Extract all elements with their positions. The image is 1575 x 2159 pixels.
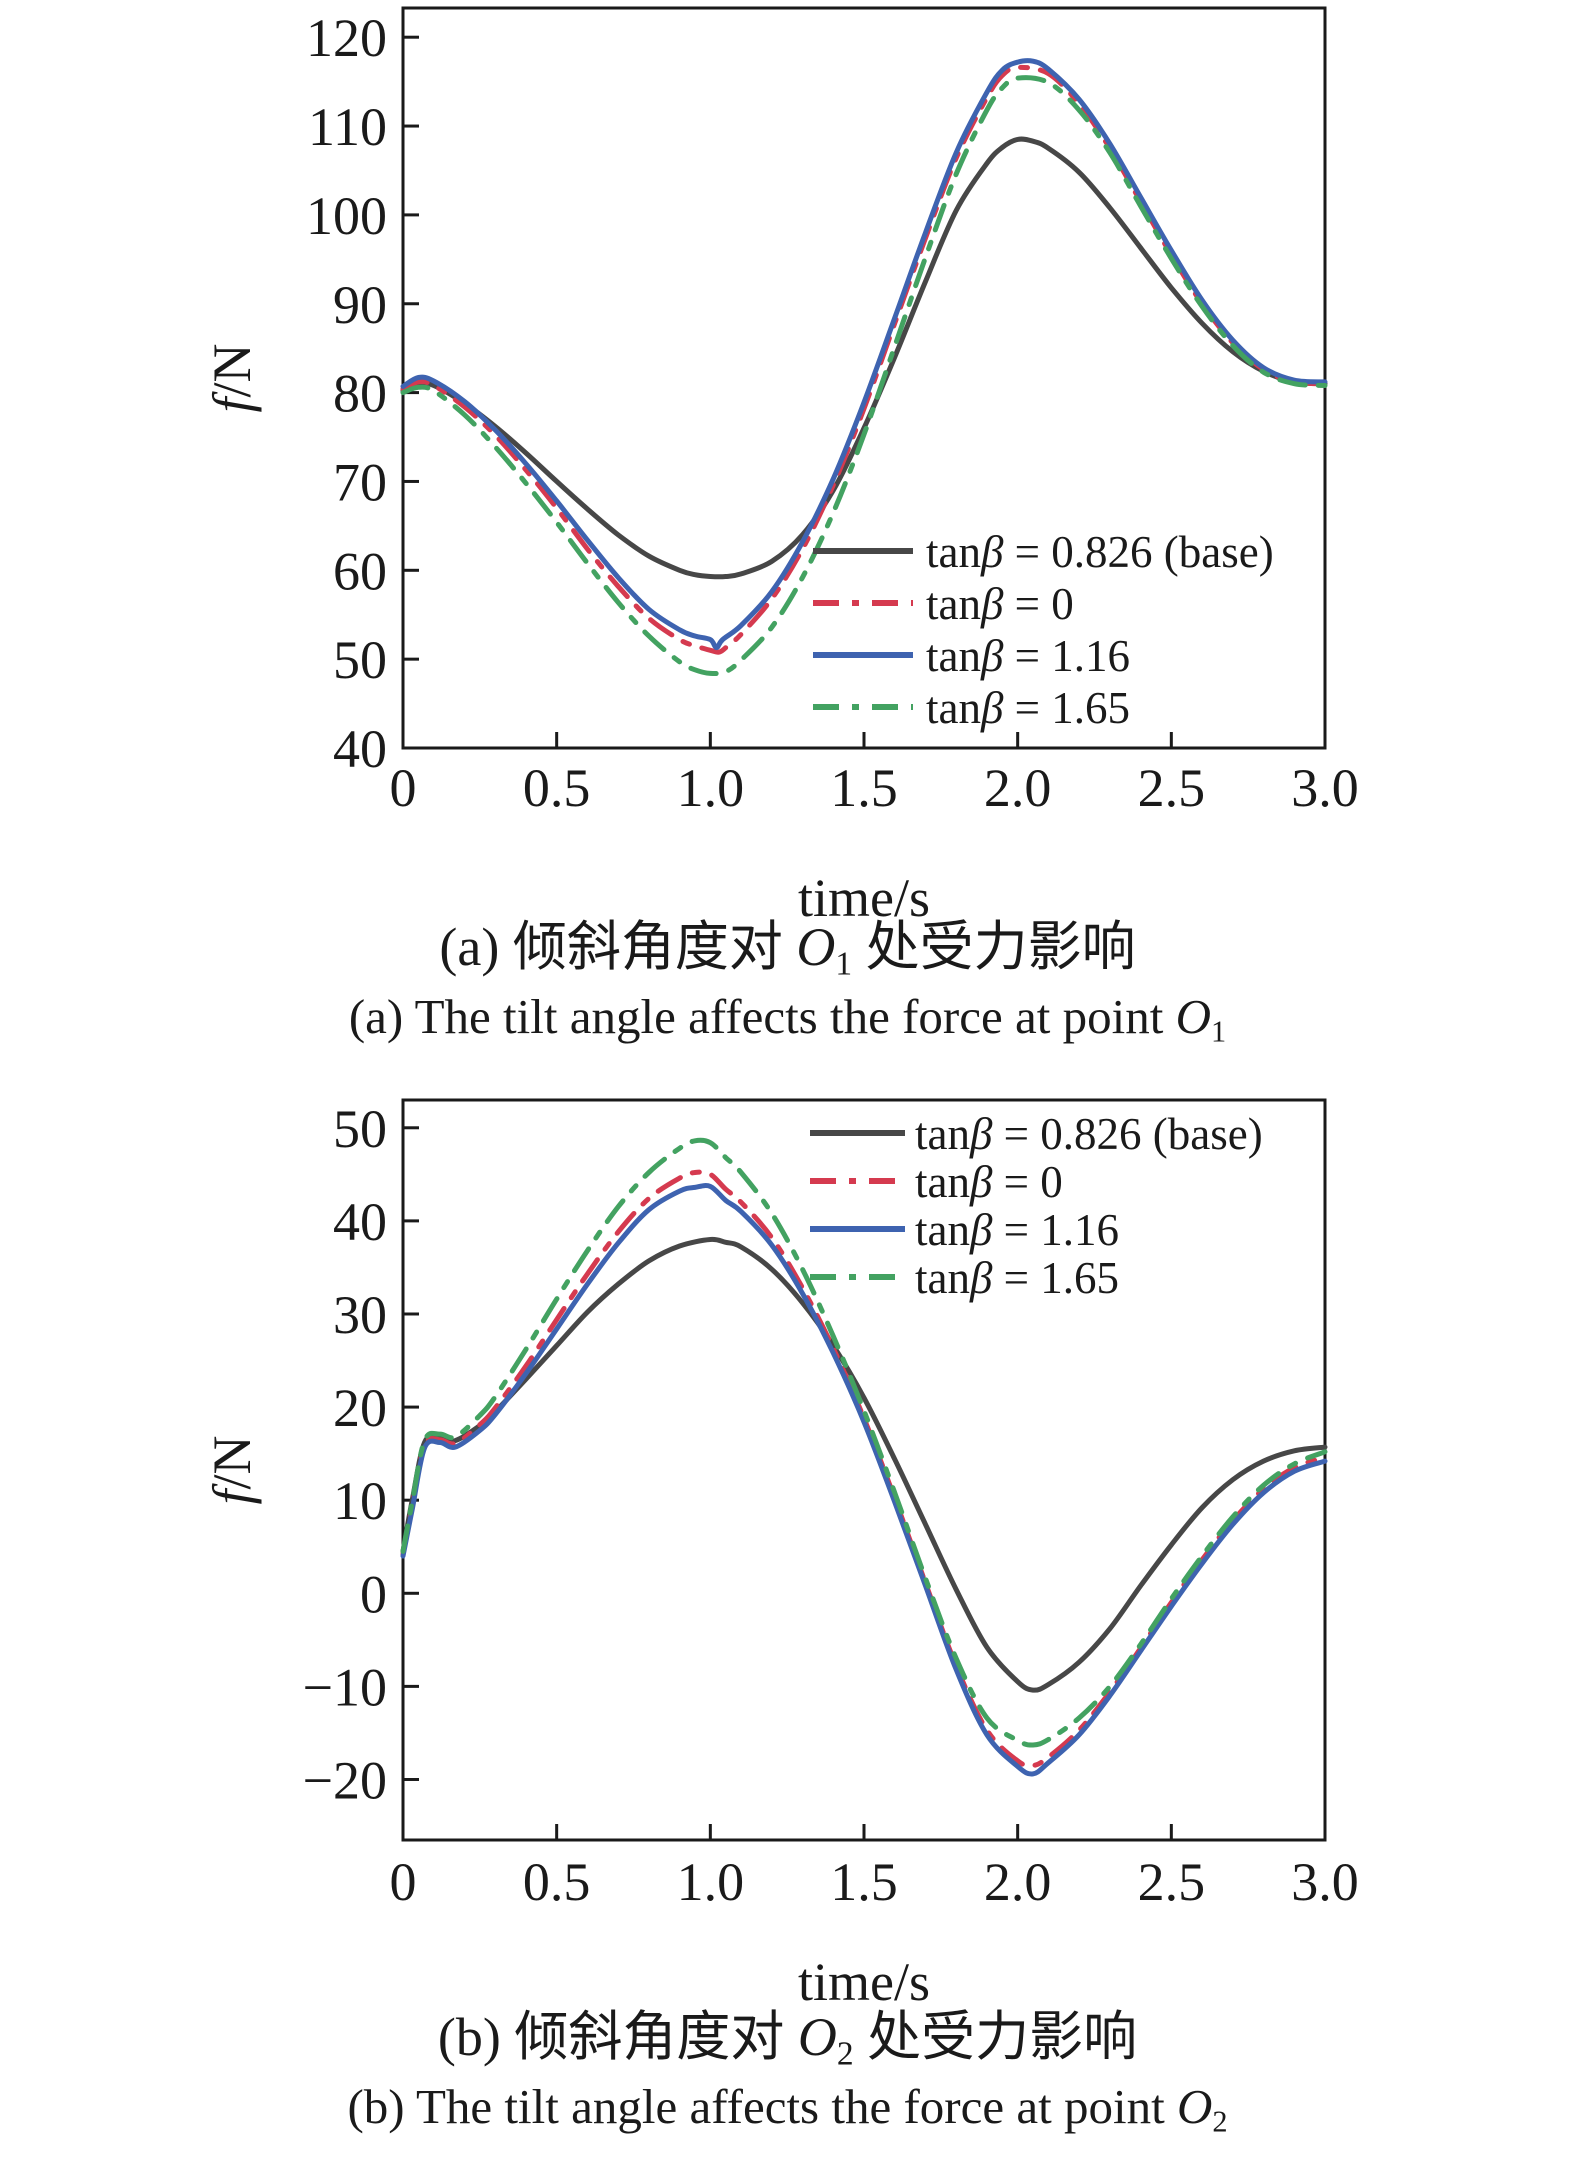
series-line-tan-1.65 xyxy=(400,1137,1328,1748)
legend-label: tanβ = 1.65 xyxy=(915,1253,1119,1303)
caption-b-symbol: O xyxy=(797,2007,837,2067)
x-tick-label: 3.0 xyxy=(1291,758,1359,818)
caption-b-symbol-sub: 2 xyxy=(836,2035,854,2073)
y-tick-label: 100 xyxy=(306,186,387,246)
plot-box xyxy=(401,1098,1327,1842)
y-tick-label: 10 xyxy=(333,1471,387,1531)
series-line-tan-0.826-base- xyxy=(400,136,1328,580)
x-tick-label: 2.0 xyxy=(984,1852,1052,1912)
legend-label: tanβ = 0.826 (base) xyxy=(926,527,1274,577)
caption-b-english: (b) The tilt angle affects the force at … xyxy=(0,2078,1575,2139)
plot-box xyxy=(401,6,1327,750)
caption-a-symbol-sub: 1 xyxy=(835,945,853,983)
y-tick-label: 0 xyxy=(360,1564,387,1624)
y-tick-label: 60 xyxy=(333,541,387,601)
chart-a-force-at-O1: 0 0.5 1.0 1.5 2.0 2.5 3.0 40 50 60 70 80 90 100 110 120… xyxy=(202,6,1359,928)
legend-label: tanβ = 1.16 xyxy=(926,631,1130,681)
caption-a-en-symbol: O xyxy=(1175,989,1211,1044)
y-axis-label: f/N xyxy=(202,1435,262,1504)
y-tick-label: 50 xyxy=(333,1099,387,1159)
x-tick-label: 0.5 xyxy=(523,758,591,818)
x-tick-label: 0.5 xyxy=(523,1852,591,1912)
x-tick-label: 2.5 xyxy=(1138,1852,1206,1912)
x-tick-label: 0 xyxy=(390,1852,417,1912)
caption-a-symbol: O xyxy=(796,917,836,977)
y-tick-label: 30 xyxy=(333,1285,387,1345)
y-tick-label: 50 xyxy=(333,630,387,690)
legend-label: tanβ = 0 xyxy=(915,1157,1063,1207)
y-tick-label: −10 xyxy=(303,1657,387,1717)
legend-label: tanβ = 0 xyxy=(926,579,1074,629)
series-line-tan-1.65 xyxy=(400,75,1328,677)
caption-a-english: (a) The tilt angle affects the force at … xyxy=(0,988,1575,1049)
y-tick-label: 40 xyxy=(333,1192,387,1252)
caption-b-zh-suffix: 处受力影响 xyxy=(853,2007,1138,2067)
x-tick-label: 3.0 xyxy=(1291,1852,1359,1912)
caption-a-zh-suffix: 处受力影响 xyxy=(852,917,1136,977)
x-tick-label: 2.5 xyxy=(1138,758,1206,818)
legend-label: tanβ = 0.826 (base) xyxy=(915,1109,1263,1159)
legend-label: tanβ = 1.65 xyxy=(926,683,1130,733)
caption-b-zh-prefix: (b) 倾斜角度对 xyxy=(437,2007,798,2067)
caption-a-zh-prefix: (a) 倾斜角度对 xyxy=(439,917,797,977)
series-line-tan-0 xyxy=(400,1169,1328,1769)
series-line-tan-0.826-base- xyxy=(400,1236,1328,1693)
series-line-tan-1.16 xyxy=(400,1183,1328,1777)
chart-b-force-at-O2: 0 0.5 1.0 1.5 2.0 2.5 3.0 −20 −10 0 10 20 30 40 50 time… xyxy=(202,1098,1359,2012)
y-tick-label: 120 xyxy=(306,8,387,68)
y-tick-label: 40 xyxy=(333,719,387,779)
caption-a-en-prefix: (a) The tilt angle affects the force at … xyxy=(348,989,1176,1044)
x-axis-label: time/s xyxy=(798,868,930,928)
y-tick-label: 80 xyxy=(333,364,387,424)
x-tick-label: 1.5 xyxy=(830,758,898,818)
x-tick-label: 1.0 xyxy=(677,758,745,818)
y-tick-label: −20 xyxy=(303,1750,387,1810)
y-tick-label: 20 xyxy=(333,1378,387,1438)
series-line-tan-0 xyxy=(400,64,1328,655)
y-tick-label: 90 xyxy=(333,275,387,335)
caption-a-chinese: (a) 倾斜角度对 O1 处受力影响 xyxy=(0,916,1575,981)
y-tick-label: 70 xyxy=(333,452,387,512)
series-line-tan-1.16 xyxy=(400,58,1328,651)
caption-b-en-symbol-sub: 2 xyxy=(1212,2104,1228,2139)
x-tick-label: 1.0 xyxy=(677,1852,745,1912)
x-tick-label: 1.5 xyxy=(830,1852,898,1912)
caption-b-chinese: (b) 倾斜角度对 O2 处受力影响 xyxy=(0,2006,1575,2071)
legend-label: tanβ = 1.16 xyxy=(915,1205,1119,1255)
x-tick-label: 2.0 xyxy=(984,758,1052,818)
caption-a-en-symbol-sub: 1 xyxy=(1210,1014,1227,1049)
x-axis-label: time/s xyxy=(798,1952,930,2012)
caption-b-en-symbol: O xyxy=(1176,2079,1213,2134)
x-tick-label: 0 xyxy=(390,758,417,818)
caption-b-en-prefix: (b) The tilt angle affects the force at … xyxy=(347,2079,1177,2134)
y-axis-label: f/N xyxy=(202,343,262,412)
y-tick-label: 110 xyxy=(308,97,387,157)
